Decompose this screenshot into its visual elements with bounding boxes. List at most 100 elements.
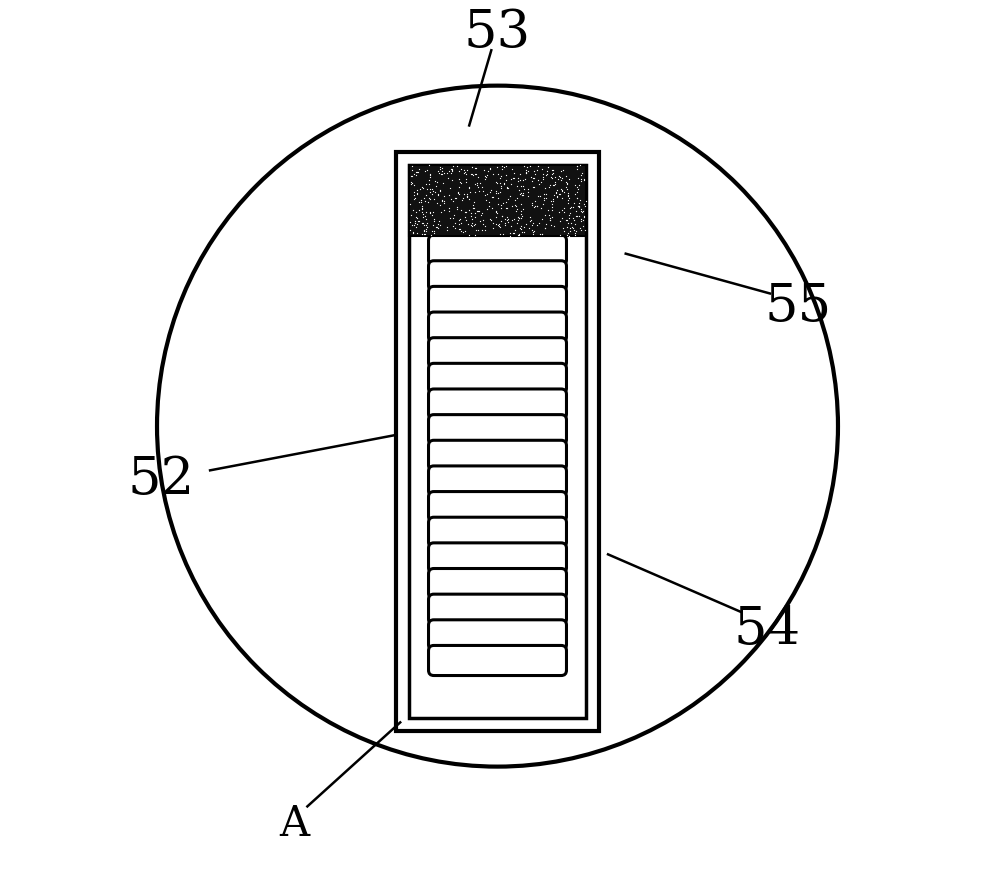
- Point: [493, 208, 509, 222]
- Text: 52: 52: [128, 454, 195, 505]
- Point: [545, 188, 561, 202]
- Point: [535, 193, 551, 207]
- Point: [556, 205, 572, 219]
- Point: [562, 200, 578, 214]
- FancyBboxPatch shape: [428, 620, 566, 649]
- Point: [558, 169, 574, 183]
- Point: [451, 212, 467, 226]
- Point: [513, 204, 529, 218]
- FancyBboxPatch shape: [428, 440, 566, 470]
- Point: [552, 170, 568, 184]
- Point: [554, 211, 570, 225]
- Point: [558, 175, 574, 189]
- Point: [559, 228, 575, 242]
- Point: [537, 217, 553, 231]
- Point: [526, 180, 542, 194]
- Point: [545, 191, 561, 206]
- Point: [492, 198, 508, 212]
- Point: [457, 172, 473, 186]
- Point: [505, 226, 521, 240]
- Point: [524, 218, 540, 232]
- Point: [407, 214, 422, 228]
- Point: [515, 188, 531, 202]
- Point: [425, 191, 441, 206]
- Point: [526, 224, 542, 238]
- Point: [560, 189, 576, 203]
- Point: [426, 184, 442, 198]
- Point: [447, 190, 463, 205]
- Point: [461, 180, 477, 194]
- Point: [488, 206, 504, 221]
- Point: [457, 175, 473, 189]
- Point: [405, 225, 420, 239]
- Point: [513, 188, 529, 202]
- Point: [512, 174, 528, 188]
- Point: [498, 180, 514, 194]
- Point: [577, 223, 592, 237]
- Point: [552, 182, 568, 196]
- Point: [544, 210, 560, 224]
- Point: [518, 166, 534, 180]
- Point: [455, 163, 471, 177]
- Point: [438, 166, 454, 180]
- Point: [510, 183, 526, 197]
- Point: [484, 221, 500, 235]
- Point: [450, 172, 466, 186]
- Point: [419, 195, 435, 209]
- Point: [464, 168, 480, 183]
- Point: [547, 177, 563, 191]
- Point: [477, 172, 493, 186]
- Point: [559, 176, 575, 190]
- Point: [462, 206, 478, 221]
- Point: [560, 226, 576, 240]
- Point: [490, 186, 506, 200]
- Point: [418, 182, 434, 196]
- Point: [565, 222, 580, 236]
- Point: [413, 195, 428, 209]
- Point: [503, 219, 519, 233]
- Point: [535, 187, 551, 201]
- Point: [417, 218, 433, 232]
- Point: [462, 208, 478, 222]
- Point: [428, 221, 444, 235]
- Point: [552, 187, 568, 201]
- Point: [423, 182, 439, 196]
- Point: [421, 184, 437, 198]
- Point: [414, 180, 430, 194]
- Point: [561, 211, 577, 225]
- Point: [430, 214, 446, 229]
- Point: [562, 206, 578, 220]
- Point: [459, 163, 475, 177]
- Point: [537, 167, 553, 182]
- Point: [414, 205, 429, 219]
- Point: [415, 228, 431, 242]
- FancyBboxPatch shape: [428, 363, 566, 393]
- Point: [571, 200, 586, 214]
- Point: [405, 203, 420, 217]
- Point: [462, 185, 478, 199]
- Point: [491, 227, 507, 241]
- Point: [471, 184, 487, 198]
- Point: [470, 170, 486, 184]
- Point: [513, 222, 529, 236]
- Point: [543, 194, 559, 208]
- Point: [476, 188, 492, 202]
- Point: [546, 177, 562, 191]
- Point: [491, 220, 507, 234]
- Point: [483, 200, 499, 214]
- Point: [561, 190, 577, 205]
- Point: [569, 190, 584, 205]
- Point: [402, 197, 417, 211]
- Point: [413, 192, 428, 206]
- Point: [429, 216, 445, 230]
- Point: [519, 160, 535, 175]
- Point: [540, 208, 556, 222]
- Point: [535, 170, 551, 184]
- Point: [538, 187, 554, 201]
- Point: [404, 159, 419, 174]
- Point: [525, 171, 541, 185]
- Point: [479, 168, 495, 183]
- Point: [508, 202, 524, 216]
- Point: [433, 194, 449, 208]
- Point: [450, 184, 466, 198]
